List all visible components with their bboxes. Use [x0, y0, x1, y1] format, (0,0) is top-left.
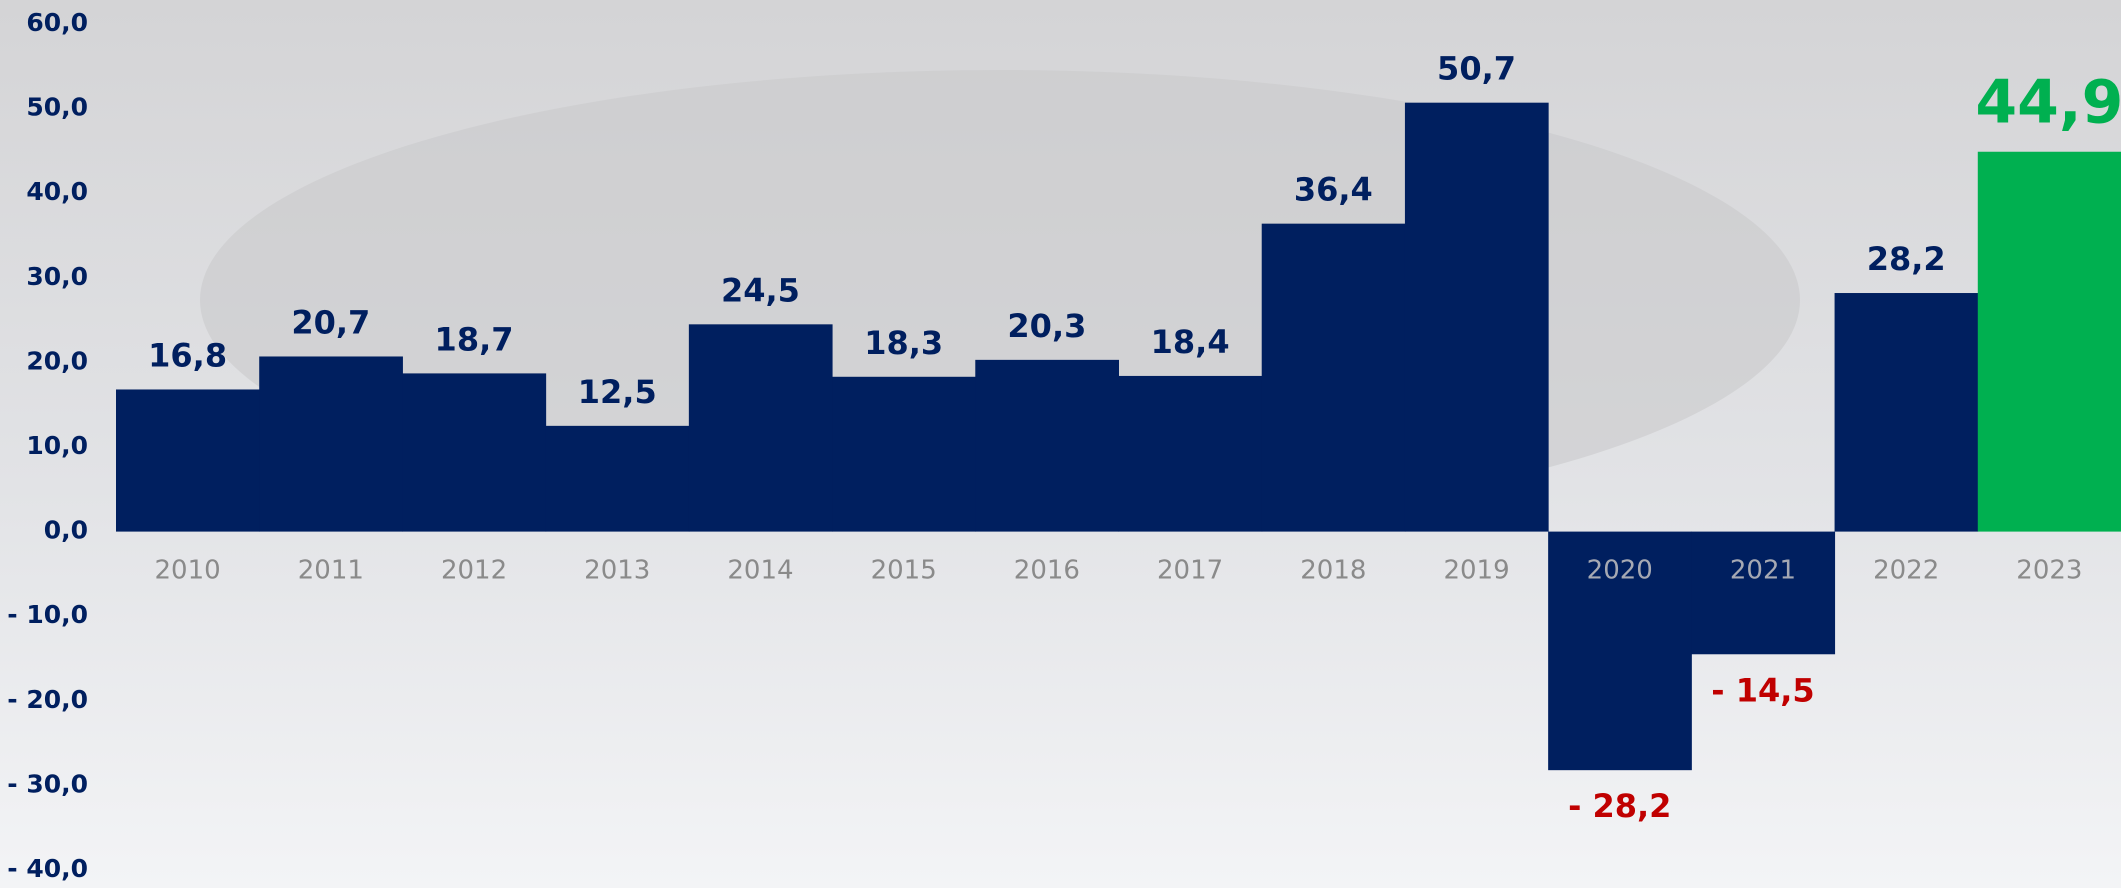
y-tick-label: 50,0 — [26, 93, 88, 122]
y-tick-label: 0,0 — [44, 516, 88, 545]
y-tick-label: 20,0 — [26, 346, 88, 375]
bar — [1118, 375, 1263, 532]
y-tick-label: - 20,0 — [7, 685, 88, 714]
value-label: 36,4 — [1294, 171, 1373, 209]
bar — [1691, 531, 1836, 655]
y-tick-label: - 10,0 — [7, 600, 88, 629]
value-label: 18,3 — [864, 324, 943, 362]
y-tick-label: 60,0 — [26, 8, 88, 37]
value-label: 50,7 — [1437, 50, 1516, 88]
bar — [688, 324, 833, 532]
bar — [1404, 102, 1549, 532]
bar — [116, 389, 260, 532]
value-label: 12,5 — [578, 373, 657, 411]
x-tick-label: 2020 — [1587, 556, 1653, 586]
x-tick-label: 2018 — [1300, 556, 1366, 586]
value-label: 44,9 — [1975, 67, 2121, 137]
bar — [1261, 223, 1406, 532]
x-tick-label: 2021 — [1730, 556, 1796, 586]
bar — [1834, 293, 1979, 532]
x-tick-label: 2010 — [155, 556, 221, 586]
y-tick-label: - 30,0 — [7, 769, 88, 798]
y-tick-label: - 40,0 — [7, 854, 88, 883]
x-tick-label: 2017 — [1157, 556, 1223, 586]
value-label: 28,2 — [1867, 240, 1946, 278]
x-tick-label: 2019 — [1443, 556, 1509, 586]
value-label: 20,7 — [291, 303, 370, 341]
value-label: 18,7 — [435, 320, 514, 358]
y-tick-label: 30,0 — [26, 262, 88, 291]
y-tick-label: 10,0 — [26, 431, 88, 460]
value-label: - 14,5 — [1711, 671, 1814, 709]
bar — [832, 376, 976, 532]
bar — [1548, 531, 1692, 771]
bar — [1977, 151, 2121, 532]
value-label: 20,3 — [1007, 307, 1086, 345]
value-label: 24,5 — [721, 271, 800, 309]
value-label: 18,4 — [1151, 323, 1230, 361]
value-label: 16,8 — [148, 336, 227, 374]
x-tick-label: 2016 — [1014, 556, 1080, 586]
x-tick-label: 2012 — [441, 556, 507, 586]
bar — [545, 425, 690, 532]
bar — [975, 359, 1119, 532]
y-tick-label: 40,0 — [26, 177, 88, 206]
bar — [259, 356, 403, 532]
bar — [402, 373, 547, 532]
x-tick-label: 2015 — [871, 556, 937, 586]
x-tick-label: 2023 — [2016, 556, 2082, 586]
x-tick-label: 2013 — [584, 556, 650, 586]
x-tick-label: 2022 — [1873, 556, 1939, 586]
value-label: - 28,2 — [1568, 787, 1671, 825]
x-tick-label: 2014 — [727, 556, 793, 586]
x-tick-label: 2011 — [298, 556, 364, 586]
